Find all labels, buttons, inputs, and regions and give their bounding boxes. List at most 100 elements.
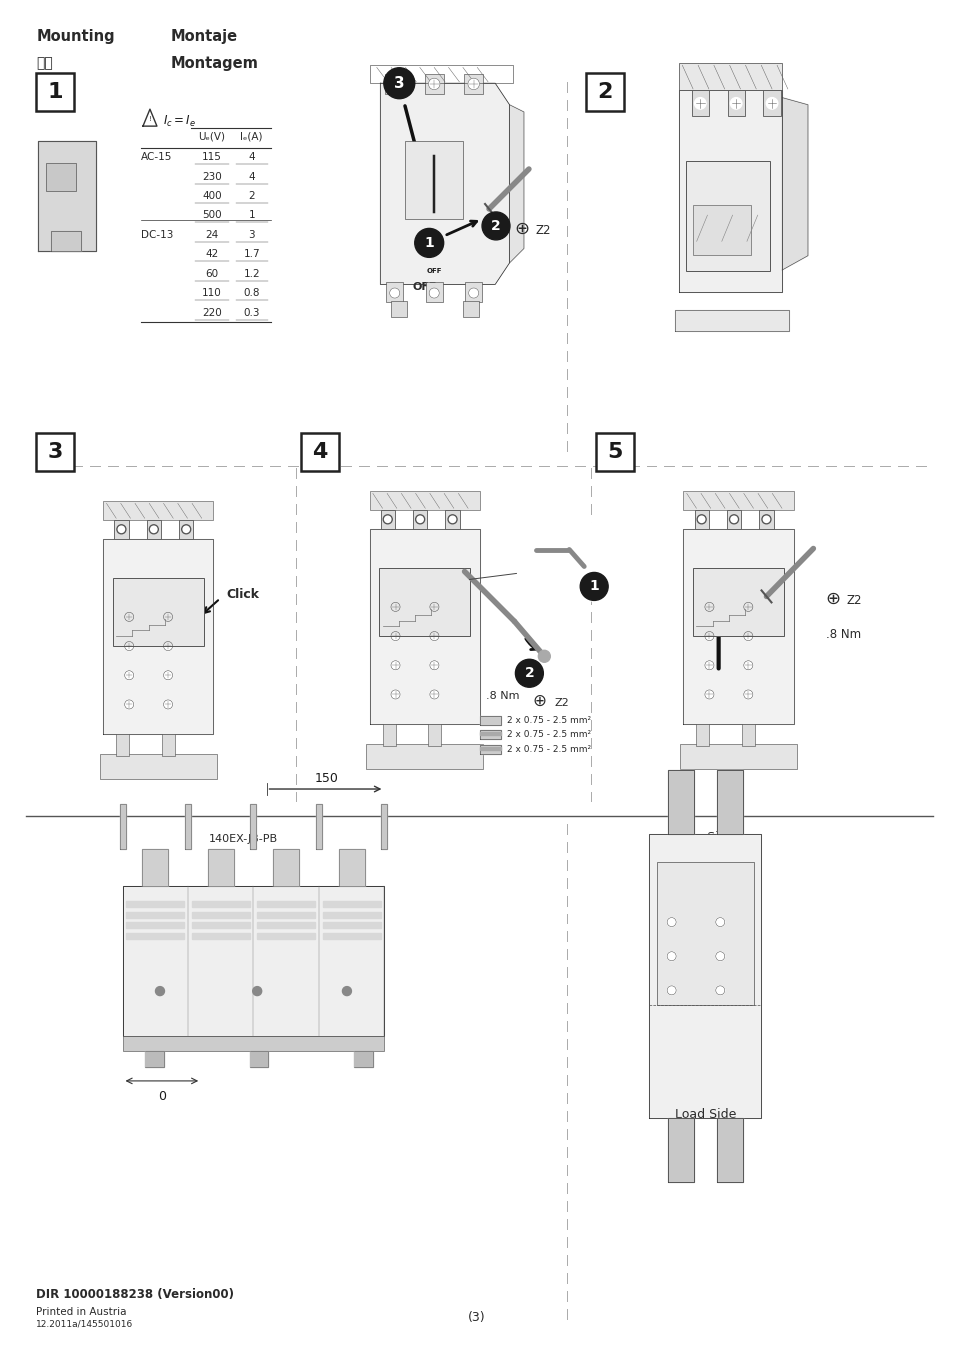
- Circle shape: [415, 228, 443, 258]
- Circle shape: [694, 97, 705, 109]
- Polygon shape: [126, 922, 184, 929]
- Circle shape: [116, 525, 126, 533]
- Circle shape: [467, 78, 479, 89]
- Polygon shape: [479, 747, 501, 749]
- Polygon shape: [123, 887, 384, 1035]
- Text: Z2: Z2: [536, 224, 551, 238]
- Text: (3): (3): [468, 1311, 485, 1323]
- Text: ⊕: ⊕: [825, 590, 840, 608]
- Circle shape: [391, 632, 399, 641]
- Bar: [147, 520, 161, 539]
- Polygon shape: [355, 1050, 373, 1068]
- Bar: [693, 568, 783, 636]
- Circle shape: [383, 68, 415, 99]
- Polygon shape: [192, 902, 250, 907]
- Text: 0: 0: [157, 1089, 166, 1103]
- Text: 1: 1: [424, 236, 434, 250]
- Polygon shape: [126, 933, 184, 938]
- Text: 115: 115: [202, 153, 221, 162]
- Polygon shape: [716, 771, 741, 834]
- Text: OFF: OFF: [426, 269, 441, 274]
- Circle shape: [704, 632, 713, 641]
- Text: 500: 500: [202, 211, 221, 220]
- Bar: [727, 90, 744, 116]
- Text: 42: 42: [205, 250, 218, 259]
- Text: ⊕: ⊕: [532, 693, 546, 710]
- Text: 12.2011a/145501016: 12.2011a/145501016: [36, 1320, 133, 1328]
- Circle shape: [704, 602, 713, 612]
- Circle shape: [416, 514, 424, 524]
- Bar: [464, 74, 482, 94]
- Text: 4: 4: [313, 443, 328, 462]
- Circle shape: [448, 514, 456, 524]
- Text: DIR 10000188238 (Version00): DIR 10000188238 (Version00): [36, 1288, 234, 1300]
- Circle shape: [743, 660, 752, 670]
- Bar: [100, 755, 216, 779]
- Polygon shape: [667, 1118, 694, 1183]
- Bar: [161, 733, 174, 756]
- Bar: [693, 205, 750, 255]
- Text: 2: 2: [248, 190, 254, 201]
- Polygon shape: [142, 849, 169, 887]
- Polygon shape: [208, 849, 233, 887]
- Text: 2: 2: [524, 667, 534, 680]
- Bar: [380, 509, 395, 529]
- Text: 24: 24: [205, 230, 218, 240]
- Text: 1: 1: [48, 82, 63, 103]
- Circle shape: [515, 659, 543, 687]
- Text: Montaje: Montaje: [171, 30, 237, 45]
- Circle shape: [729, 514, 738, 524]
- Text: 3: 3: [248, 230, 254, 240]
- Polygon shape: [257, 902, 314, 907]
- Polygon shape: [145, 1050, 164, 1068]
- Bar: [369, 491, 479, 509]
- Text: Line Side: Line Side: [676, 832, 733, 844]
- Polygon shape: [192, 922, 250, 929]
- Text: !: !: [149, 116, 152, 122]
- Text: 安装: 安装: [36, 57, 53, 70]
- Bar: [759, 509, 773, 529]
- Circle shape: [391, 690, 399, 699]
- Text: .8 Nm: .8 Nm: [825, 628, 861, 641]
- Polygon shape: [251, 805, 256, 849]
- Text: 3: 3: [48, 443, 63, 462]
- Polygon shape: [649, 834, 760, 1118]
- Bar: [678, 63, 781, 90]
- Text: Z2: Z2: [845, 594, 861, 608]
- Bar: [464, 282, 482, 302]
- Bar: [696, 724, 709, 747]
- Polygon shape: [192, 933, 250, 938]
- Polygon shape: [322, 922, 380, 929]
- Bar: [679, 744, 796, 769]
- Circle shape: [765, 97, 777, 109]
- Circle shape: [666, 952, 676, 961]
- Polygon shape: [682, 529, 793, 724]
- Circle shape: [743, 602, 752, 612]
- Bar: [366, 744, 482, 769]
- Circle shape: [149, 525, 158, 533]
- Polygon shape: [273, 849, 299, 887]
- Polygon shape: [119, 805, 126, 849]
- Circle shape: [125, 699, 133, 709]
- Text: 0.3: 0.3: [243, 308, 259, 317]
- Circle shape: [715, 986, 724, 995]
- Bar: [586, 73, 623, 111]
- Circle shape: [481, 212, 510, 240]
- Polygon shape: [675, 309, 788, 331]
- Polygon shape: [338, 849, 364, 887]
- Circle shape: [579, 572, 607, 601]
- Polygon shape: [192, 911, 250, 918]
- Circle shape: [743, 690, 752, 699]
- Bar: [112, 578, 204, 647]
- Text: 230: 230: [202, 171, 221, 181]
- Bar: [36, 73, 74, 111]
- Polygon shape: [185, 805, 191, 849]
- Text: 4: 4: [248, 171, 254, 181]
- Bar: [301, 433, 338, 471]
- Polygon shape: [479, 745, 501, 753]
- Text: 0.8: 0.8: [243, 289, 259, 298]
- Polygon shape: [380, 84, 509, 285]
- Circle shape: [516, 513, 612, 609]
- Circle shape: [125, 641, 133, 651]
- Polygon shape: [479, 730, 501, 738]
